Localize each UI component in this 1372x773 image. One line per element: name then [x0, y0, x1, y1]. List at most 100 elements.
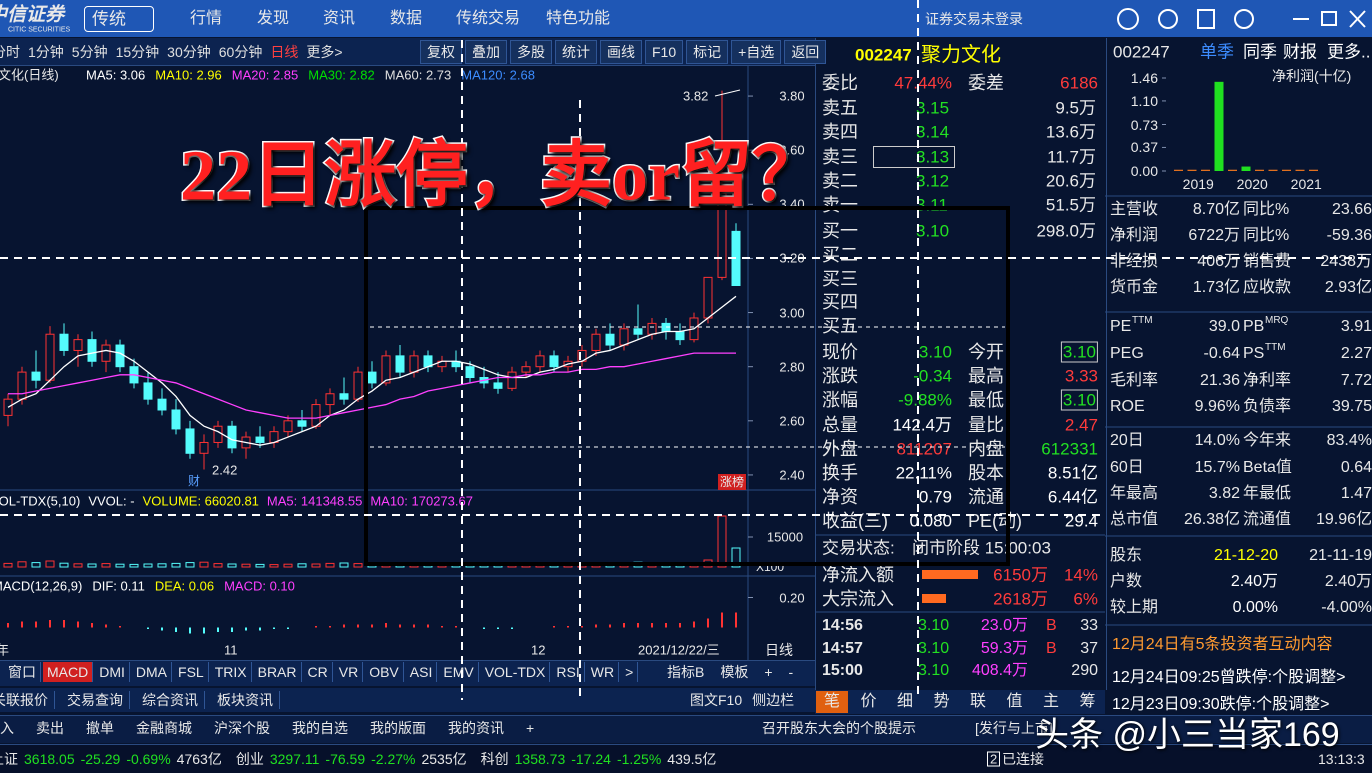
bar [1241, 166, 1251, 171]
volume-bar [73, 563, 83, 568]
indicator-tab[interactable]: VOL-TDX [481, 662, 551, 682]
tick-volume: 23.0万 [980, 617, 1028, 634]
menu-item[interactable]: 传统交易 [456, 10, 521, 27]
quote-tab[interactable]: 主 [1042, 693, 1060, 710]
tool-button[interactable]: 多股 [510, 40, 552, 64]
indicator-tab[interactable]: CR [304, 662, 333, 682]
quote-tab[interactable]: 联 [969, 693, 987, 710]
menu-item[interactable]: 资讯 [323, 10, 356, 27]
quick-action[interactable]: 买入 [0, 720, 14, 736]
period-tab[interactable]: 15分钟 [115, 44, 160, 60]
finance-tab[interactable]: 同季 [1243, 42, 1277, 62]
indicator-tab[interactable]: WR [587, 662, 620, 682]
value: 8.70亿 [1192, 201, 1240, 218]
bar [1255, 169, 1264, 171]
indicator-tab[interactable]: BRAR [254, 662, 302, 682]
period-tab[interactable]: 30分钟 [167, 44, 211, 60]
menu-item[interactable]: 行情 [190, 10, 223, 27]
indicator-tab[interactable]: ASI [406, 662, 438, 682]
mode-select[interactable]: 传统 [92, 9, 126, 29]
quick-action[interactable]: + [526, 720, 535, 736]
tool-button[interactable]: 画线 [600, 40, 642, 64]
period-tab[interactable]: 1分钟 [28, 44, 64, 60]
tool-button[interactable]: 复权 [420, 40, 462, 64]
bottom-tab[interactable]: 关联报价 [0, 691, 55, 709]
indicator-tab[interactable]: RSI [552, 662, 585, 682]
news-item[interactable]: 12月24日有5条投资者互动内容 [1112, 636, 1333, 653]
candle-body [311, 404, 321, 427]
indicator-tab[interactable]: OBV [365, 662, 404, 682]
indicator-button[interactable]: - [788, 664, 794, 680]
tool-button[interactable]: 叠加 [465, 40, 507, 64]
label: 流通值 [1243, 511, 1292, 528]
macd-label: MACD(12,26,9) [0, 578, 83, 594]
period-tab[interactable]: 更多> [306, 44, 343, 60]
indicator-tab[interactable]: FSL [174, 662, 209, 682]
candle-body [199, 441, 209, 454]
quick-action[interactable]: 撤单 [86, 720, 114, 736]
quick-action[interactable]: 沪深个股 [214, 720, 270, 736]
indicator-tab[interactable]: VR [335, 662, 364, 682]
period-tab[interactable]: 5分钟 [71, 44, 108, 60]
value: 3.33 [1064, 366, 1098, 386]
quick-action[interactable]: 我的资讯 [448, 720, 504, 736]
period-tab[interactable]: 60分钟 [218, 44, 263, 60]
candle-body [395, 355, 405, 373]
quick-action[interactable]: 我的自选 [292, 720, 348, 736]
menu-item[interactable]: 数据 [390, 10, 423, 27]
quote-tab[interactable]: 价 [860, 693, 877, 710]
quick-action[interactable]: 卖出 [36, 720, 64, 736]
menu-item[interactable]: 发现 [257, 10, 290, 27]
news-item[interactable]: 12月23日09:30跌停:个股调整> [1112, 696, 1330, 713]
indicator-tab[interactable]: EMV [439, 662, 479, 682]
bottom-button[interactable]: 侧边栏 [752, 692, 795, 708]
period-tab[interactable]: 日线 [270, 44, 299, 60]
quick-action[interactable]: 金融商城 [136, 720, 192, 736]
tool-button[interactable]: 标记 [686, 40, 729, 64]
period-tab[interactable]: 分时 [0, 44, 20, 60]
quote-tab[interactable]: 细 [896, 693, 914, 710]
indicator-button[interactable]: 模板 [720, 664, 749, 680]
indicator-tab[interactable]: MACD [43, 662, 94, 682]
quote-tab[interactable]: 筹 [1079, 693, 1096, 710]
quick-action[interactable]: 我的版面 [370, 720, 426, 736]
indicator-button[interactable]: 指标B [667, 664, 705, 680]
bottom-tab[interactable]: 板块资讯 [211, 691, 280, 709]
candle-body [297, 420, 307, 427]
y-tick-label: 2.60 [779, 413, 805, 429]
quote-tab[interactable]: 值 [1006, 693, 1023, 710]
finance-tab[interactable]: 单季 [1200, 42, 1234, 62]
indicator-tab[interactable]: TRIX [211, 662, 252, 682]
indicator-tab[interactable]: DMI [95, 662, 130, 682]
tool-button[interactable]: F10 [645, 40, 684, 64]
mode-box[interactable] [84, 6, 154, 32]
volume-bar [395, 562, 405, 568]
tool-button[interactable]: +自选 [731, 40, 782, 64]
quote-tab[interactable]: 笔 [815, 691, 849, 713]
indicator-tab[interactable]: 窗口 [4, 662, 41, 682]
finance-tab[interactable]: 财报 [1283, 42, 1317, 62]
rank-badge: 涨榜 [718, 474, 747, 490]
indicator-tab[interactable]: > [621, 662, 639, 682]
bottom-tab[interactable]: 综合资讯 [136, 691, 205, 709]
volume-bar [465, 564, 475, 568]
tool-button[interactable]: 统计 [555, 40, 597, 64]
quote-tab[interactable]: 势 [933, 693, 950, 710]
stock-code: 002247 [1113, 42, 1170, 62]
tool-button[interactable]: 返回 [784, 40, 827, 64]
indicator-tab[interactable]: DMA [132, 662, 173, 682]
chart-title: 聚力文化(日线) [0, 67, 59, 83]
menu-item[interactable]: 特色功能 [546, 10, 611, 27]
label: 最低 [968, 390, 1004, 411]
bottom-button[interactable]: 图文F10 [690, 692, 743, 708]
finance-tab[interactable]: 更多.. [1327, 42, 1371, 62]
bottom-tab[interactable]: 交易查询 [61, 691, 130, 709]
indicator-button[interactable]: + [764, 664, 773, 680]
tick-count: 37 [1080, 639, 1098, 657]
quick-actions: 买入 卖出 撤单 金融商城 沪深个股 我的自选 我的版面 我的资讯 + [0, 721, 534, 735]
value: 6722万 [1188, 227, 1240, 244]
logo: 中信证券 [0, 4, 65, 26]
news-item[interactable]: 12月24日09:25曾跌停:个股调整> [1112, 669, 1346, 686]
volume-bar [451, 564, 461, 568]
bar [1282, 169, 1291, 171]
